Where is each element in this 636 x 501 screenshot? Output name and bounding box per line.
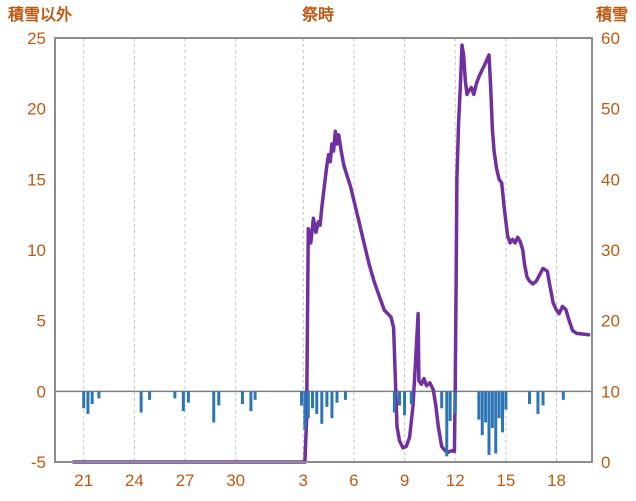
left-axis-tick-label: 10 (27, 241, 46, 260)
bar (311, 391, 315, 409)
bar (497, 391, 501, 419)
x-axis-tick-label: 9 (400, 471, 409, 490)
bar (501, 391, 504, 433)
right-axis-tick-label: 60 (601, 29, 620, 48)
bar (325, 391, 329, 407)
right-axis-tick-label: 10 (601, 382, 620, 401)
bar (181, 391, 185, 412)
left-axis-tick-label: 5 (37, 312, 46, 331)
right-axis-tick-label: 40 (601, 170, 620, 189)
bar (90, 391, 94, 405)
right-axis-tick-label: 0 (601, 453, 610, 472)
x-axis-tick-label: 18 (547, 471, 566, 490)
x-axis-tick-label: 21 (74, 471, 93, 490)
right-axis-tick-label: 30 (601, 241, 620, 260)
bar (335, 391, 339, 403)
x-axis-tick-label: 6 (349, 471, 358, 490)
bar (148, 391, 152, 400)
bar (448, 391, 452, 422)
bar (536, 391, 540, 414)
bar (303, 391, 307, 430)
bar (397, 391, 401, 406)
bar (300, 391, 304, 406)
left-axis-tick-label: 25 (27, 29, 46, 48)
bar (306, 391, 310, 419)
bar (392, 391, 396, 413)
left-axis-tick-label: 15 (27, 170, 46, 189)
bar (186, 391, 190, 403)
bar (490, 391, 494, 429)
bar (487, 391, 491, 455)
bar (528, 391, 532, 405)
bar (249, 391, 253, 412)
bar (484, 391, 488, 423)
chart-title: 祭時 (301, 7, 334, 24)
x-axis-tick-label: 27 (176, 471, 195, 490)
bar (139, 391, 143, 413)
bar (480, 391, 484, 436)
left-axis-tick-label: 0 (37, 382, 46, 401)
x-axis-tick-label: 12 (446, 471, 465, 490)
right-axis-tick-label: 50 (601, 100, 620, 119)
bar (240, 391, 244, 405)
bar (330, 391, 334, 419)
plot-border (54, 37, 593, 463)
left-axis-title: 積雪以外 (8, 7, 73, 24)
bar (97, 391, 101, 399)
bar (440, 391, 444, 409)
left-axis-tick-label: 20 (27, 100, 46, 119)
x-axis-tick-label: 24 (125, 471, 144, 490)
bar (409, 391, 413, 405)
left-axis-tick-label: -5 (31, 453, 46, 472)
bar (445, 391, 449, 457)
bar (315, 391, 319, 414)
bar (453, 391, 457, 414)
x-axis-tick-label: 3 (299, 471, 308, 490)
bar (541, 391, 545, 406)
bar (212, 391, 216, 423)
x-axis-tick-label: 30 (226, 471, 245, 490)
bar (82, 391, 86, 409)
bar (494, 391, 498, 454)
bar (173, 391, 177, 399)
right-axis-title: 積雪 (595, 7, 628, 24)
bar (217, 391, 221, 406)
bar (343, 391, 347, 400)
bar (403, 391, 407, 416)
bar (253, 391, 257, 400)
bar (320, 391, 324, 424)
bar (86, 391, 90, 414)
x-axis-tick-label: 15 (496, 471, 515, 490)
bar (561, 391, 565, 400)
bar (504, 391, 508, 410)
right-axis-tick-label: 20 (601, 312, 620, 331)
bar (477, 391, 481, 420)
